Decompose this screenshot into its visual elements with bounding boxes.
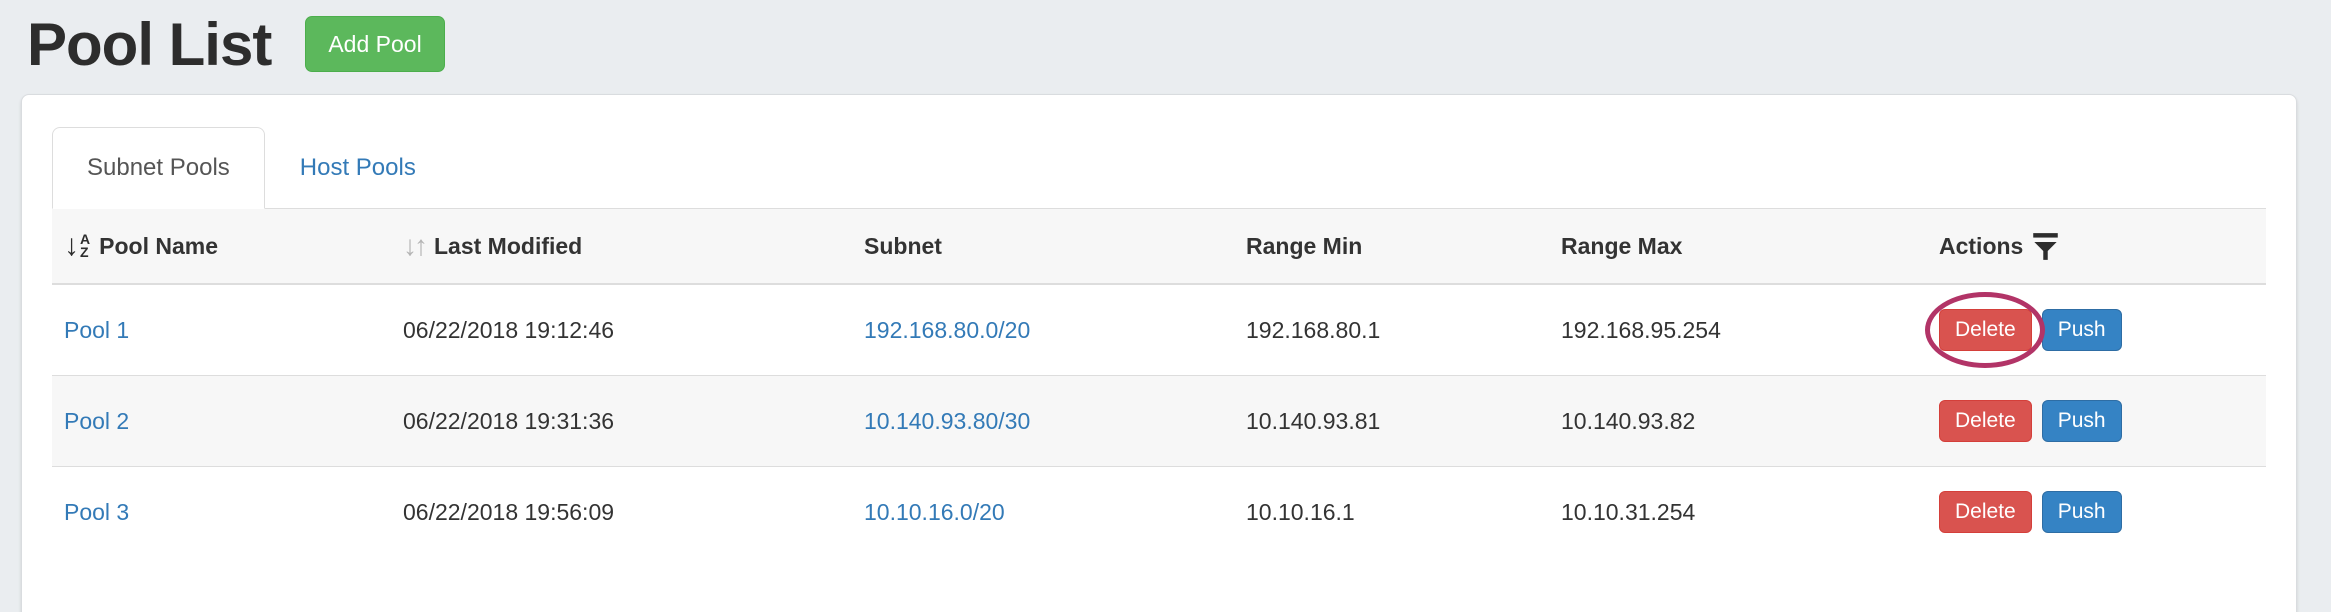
column-header-last-modified[interactable]: ↓↑ Last Modified bbox=[391, 209, 852, 285]
tab-bar: Subnet Pools Host Pools bbox=[52, 127, 2266, 209]
page-header: Pool List Add Pool bbox=[27, 6, 2331, 82]
last-modified-cell: 06/22/2018 19:56:09 bbox=[391, 466, 852, 557]
delete-button[interactable]: Delete bbox=[1939, 309, 2032, 351]
subnet-link[interactable]: 10.140.93.80/30 bbox=[864, 407, 1031, 434]
page-title: Pool List bbox=[27, 10, 272, 78]
table-row: Pool 3 06/22/2018 19:56:09 10.10.16.0/20… bbox=[52, 466, 2266, 557]
pool-name-link[interactable]: Pool 1 bbox=[64, 316, 130, 343]
filter-funnel-icon[interactable] bbox=[2032, 232, 2059, 261]
range-min-cell: 10.10.16.1 bbox=[1234, 466, 1549, 557]
table-row: Pool 2 06/22/2018 19:31:36 10.140.93.80/… bbox=[52, 375, 2266, 467]
pool-name-cell: Pool 3 bbox=[52, 466, 391, 557]
column-header-actions: Actions bbox=[1927, 209, 2266, 285]
table-row: Pool 1 06/22/2018 19:12:46 192.168.80.0/… bbox=[52, 284, 2266, 376]
delete-button[interactable]: Delete bbox=[1939, 491, 2032, 533]
actions-cell: Delete Push bbox=[1927, 466, 2266, 557]
pool-name-link[interactable]: Pool 3 bbox=[64, 498, 130, 525]
subnet-cell: 192.168.80.0/20 bbox=[852, 284, 1234, 376]
push-button[interactable]: Push bbox=[2041, 309, 2122, 351]
actions-cell: Delete Push bbox=[1927, 375, 2266, 467]
subnet-cell: 10.140.93.80/30 bbox=[852, 375, 1234, 467]
pool-name-link[interactable]: Pool 2 bbox=[64, 407, 130, 434]
push-button[interactable]: Push bbox=[2041, 400, 2122, 442]
sort-alpha-down-icon: ↓ A Z bbox=[64, 229, 91, 262]
range-min-cell: 10.140.93.81 bbox=[1234, 375, 1549, 467]
last-modified-cell: 06/22/2018 19:12:46 bbox=[403, 316, 615, 343]
actions-cell: Delete Push bbox=[1925, 284, 2266, 376]
subnet-link[interactable]: 192.168.80.0/20 bbox=[864, 316, 1031, 343]
column-header-range-min: Range Min bbox=[1234, 209, 1549, 285]
add-pool-button[interactable]: Add Pool bbox=[305, 16, 445, 72]
range-max-cell: 192.168.95.254 bbox=[1561, 316, 1721, 343]
column-header-subnet: Subnet bbox=[852, 209, 1234, 285]
pool-name-cell: Pool 1 bbox=[52, 284, 391, 376]
column-header-range-max: Range Max bbox=[1549, 209, 1927, 285]
pool-name-cell: Pool 2 bbox=[52, 375, 391, 467]
subnet-cell: 10.10.16.0/20 bbox=[852, 466, 1234, 557]
range-max-cell: 10.10.31.254 bbox=[1549, 466, 1927, 557]
pool-list-card: Subnet Pools Host Pools ↓ A Z Pool Name ↓↑… bbox=[21, 94, 2297, 612]
pool-table: ↓ A Z Pool Name ↓↑ Last Modified Subnet Ra… bbox=[52, 209, 2266, 557]
column-header-pool-name[interactable]: ↓ A Z Pool Name bbox=[52, 209, 391, 285]
range-max-cell: 10.140.93.82 bbox=[1549, 375, 1927, 467]
range-min-cell: 192.168.80.1 bbox=[1246, 316, 1381, 343]
push-button[interactable]: Push bbox=[2041, 491, 2122, 533]
pool-table-body: Pool 1 06/22/2018 19:12:46 192.168.80.0/… bbox=[52, 284, 2266, 557]
subnet-link[interactable]: 10.10.16.0/20 bbox=[864, 498, 1005, 525]
pool-table-header: ↓ A Z Pool Name ↓↑ Last Modified Subnet Ra… bbox=[52, 209, 2266, 285]
sort-updown-icon: ↓↑ bbox=[403, 230, 428, 261]
delete-button[interactable]: Delete bbox=[1939, 400, 2032, 442]
last-modified-cell: 06/22/2018 19:31:36 bbox=[391, 375, 852, 467]
tab-host-pools[interactable]: Host Pools bbox=[299, 154, 416, 181]
tab-subnet-pools[interactable]: Subnet Pools bbox=[52, 127, 265, 209]
